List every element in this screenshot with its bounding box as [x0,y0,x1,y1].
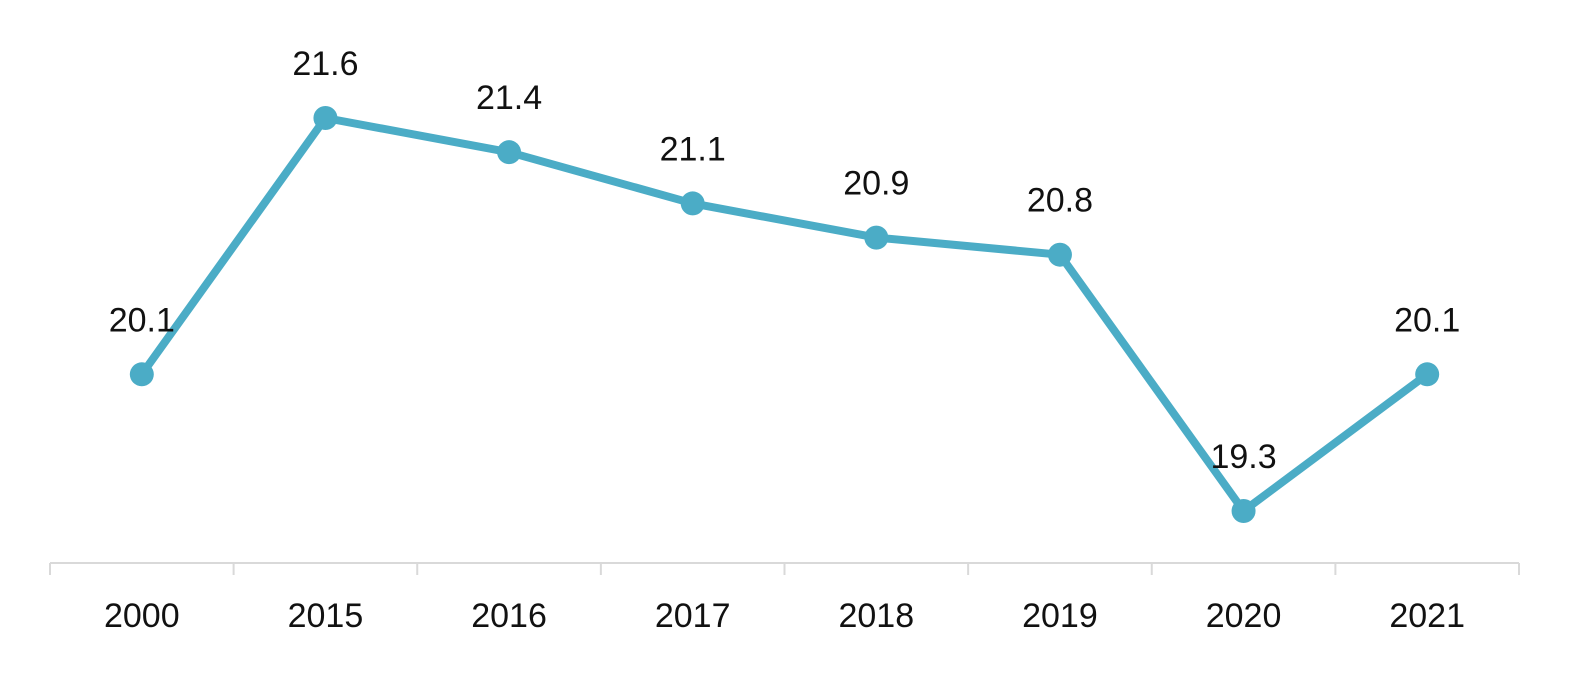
series-line [137,114,1432,515]
data-point [497,140,522,165]
x-tick-label: 2016 [471,597,547,635]
data-point [864,225,889,250]
data-point [313,106,338,130]
x-tick-label: 2000 [104,597,180,635]
x-tick-label: 2015 [288,597,364,635]
x-tick-label: 2019 [1022,597,1098,635]
data-label: 20.9 [843,165,909,203]
data-label: 20.8 [1027,182,1093,220]
data-label: 19.3 [1210,438,1276,476]
data-labels: 20.1 21.6 21.4 21.1 20.9 20.8 19.3 20.1 [109,45,1461,476]
x-tick-label: 2020 [1206,597,1282,635]
data-point [680,191,705,216]
data-point [1231,499,1256,523]
data-label: 21.4 [476,79,542,117]
x-tick-label: 2018 [838,597,914,635]
data-label: 20.1 [109,301,175,339]
x-axis: 2000 2015 2016 2017 2018 2019 2020 2021 [49,562,1520,635]
data-point [129,362,154,387]
data-label: 20.1 [1394,301,1460,339]
data-label: 21.6 [292,45,358,83]
data-point [1047,242,1072,267]
x-tick-label: 2017 [655,597,731,635]
data-label: 21.1 [660,130,726,168]
x-tick-label: 2021 [1389,597,1465,635]
series-layer [129,106,1440,523]
data-point [1415,362,1440,387]
